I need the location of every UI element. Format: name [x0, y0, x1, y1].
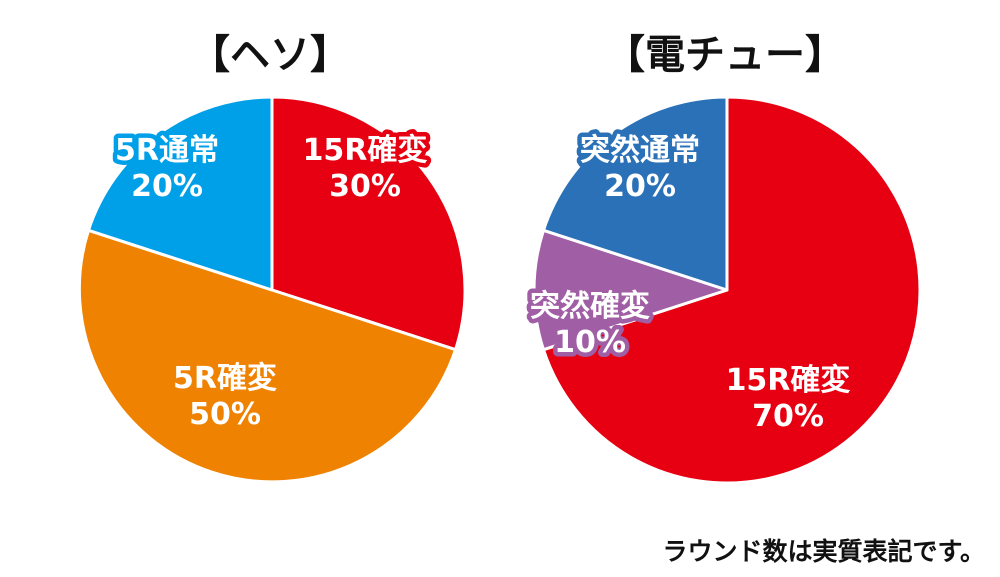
pie-1-slice-1-label: 突然確変 10%: [530, 289, 650, 360]
pie-1-slice-0-percent: 70%: [752, 399, 824, 434]
pie-group: 15R確変 30%5R確変 50%5R通常 20%15R確変 70%突然確変 10%突然通…: [77, 95, 922, 485]
pie-1-slice-2-percent: 20%: [604, 169, 676, 204]
pie-0-slice-0-label: 15R確変 30%: [303, 133, 428, 204]
pie-1-slice-2: [541, 95, 729, 292]
pie-1-slice-2-name: 突然通常: [580, 133, 700, 168]
pie-1-slice-0-name: 15R確変: [726, 363, 851, 398]
chart-title-denchu: 【電チュー】: [605, 32, 845, 78]
pie-0-slice-2-label: 5R通常 20%: [115, 133, 219, 204]
pie-0-slice-1-name: 5R確変: [173, 361, 277, 396]
pie-1-slice-0-label: 15R確変 70%: [726, 363, 851, 434]
pie-0-slice-2-percent: 20%: [131, 169, 203, 204]
pie-0-slice-0-percent: 30%: [329, 169, 401, 204]
pie-0-slice-0: [270, 95, 467, 352]
pie-0-slice-1-label: 5R確変 50%: [173, 361, 277, 432]
pie-1-slice-2-label: 突然通常 20%: [580, 133, 700, 204]
pie-0-slice-1-percent: 50%: [189, 397, 261, 432]
pie-0-slice-2-name: 5R通常: [115, 133, 219, 168]
pie-1-slice-1-name: 突然確変: [530, 289, 650, 324]
pie-0-slice-0-name: 15R確変: [303, 133, 428, 168]
pie-1-slice-0: [541, 95, 922, 485]
pie-0-slice-2: [86, 95, 274, 292]
chart-title-heso: 【ヘソ】: [190, 32, 350, 78]
pie-0-slice-1: [77, 228, 458, 484]
pie-1-slice-1-percent: 10%: [554, 325, 626, 360]
pie-1-slice-1: [532, 228, 729, 352]
footnote-text: ラウンド数は実質表記です。: [662, 537, 985, 566]
